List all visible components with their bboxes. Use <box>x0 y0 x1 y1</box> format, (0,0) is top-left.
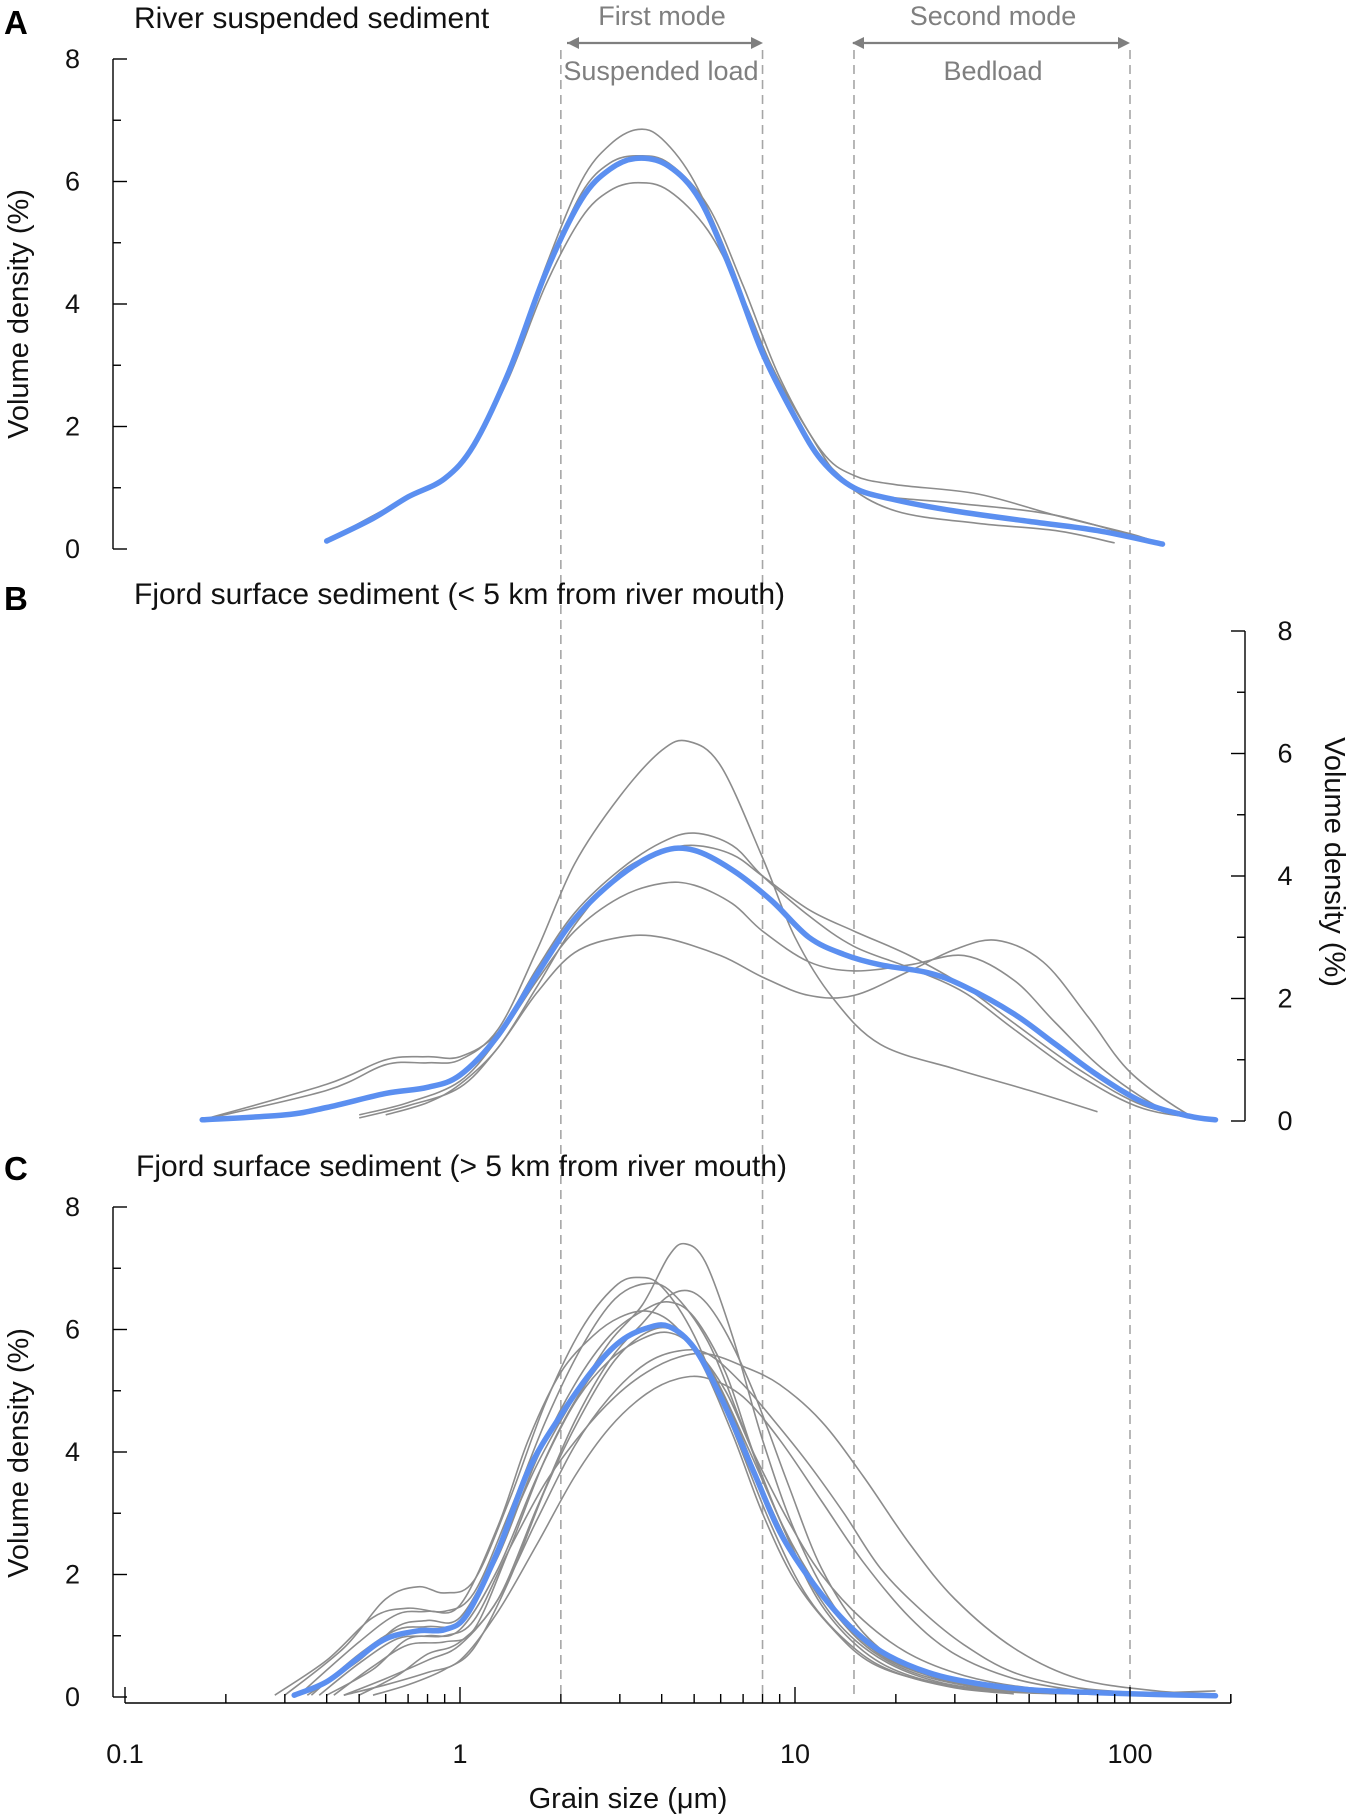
panel-c-y-axis: 0 2 4 6 8 <box>65 1192 127 1712</box>
first-mode-arrow <box>567 37 763 49</box>
x-tick-label: 100 <box>1107 1739 1152 1769</box>
y-tick-label: 2 <box>65 412 80 442</box>
x-axis-label: Grain size (μm) <box>529 1783 728 1814</box>
panel-c-sample-curves <box>274 1242 1216 1697</box>
panel-c-y-axis-label: Volume density (%) <box>3 1328 35 1578</box>
y-tick-label: 6 <box>65 167 80 197</box>
sample-curve <box>326 128 1157 544</box>
sample-curve <box>326 1352 1216 1696</box>
panel-b-y-axis-label: Volume density (%) <box>1318 737 1350 987</box>
panel-b-letter: B <box>4 580 28 617</box>
y-tick-label: 8 <box>65 44 80 74</box>
y-tick-label: 0 <box>65 534 80 564</box>
y-tick-label: 0 <box>1277 1106 1292 1136</box>
y-tick-label: 2 <box>65 1560 80 1590</box>
panel-a-letter: A <box>4 4 28 41</box>
sample-curve <box>202 739 1098 1121</box>
mode-annotations: First mode Suspended load Second mode Be… <box>563 1 1130 86</box>
panel-c-title: Fjord surface sediment (> 5 km from rive… <box>136 1150 787 1183</box>
mode-guide-lines <box>560 50 1131 1697</box>
y-tick-label: 2 <box>1277 984 1292 1014</box>
sample-curve <box>298 1310 1098 1696</box>
sample-curve <box>326 154 1163 545</box>
y-tick-label: 8 <box>1277 616 1292 646</box>
sample-curve <box>284 1276 1014 1696</box>
first-mode-label: First mode <box>598 1 726 31</box>
sample-curve <box>372 1326 1216 1696</box>
panel-a-y-axis-label: Volume density (%) <box>3 189 35 439</box>
suspended-load-label: Suspended load <box>563 56 758 86</box>
panel-a-y-axis: 0 2 4 6 8 <box>65 44 127 564</box>
y-tick-label: 6 <box>1277 739 1292 769</box>
sample-curve <box>343 1348 1157 1696</box>
y-tick-label: 0 <box>65 1682 80 1712</box>
x-tick-label: 10 <box>780 1739 810 1769</box>
panel-b: B Fjord surface sediment (< 5 km from ri… <box>4 578 1350 1136</box>
sample-curve <box>358 1289 1056 1696</box>
second-mode-label: Second mode <box>910 1 1077 31</box>
sample-curve <box>201 832 1216 1121</box>
panel-b-y-axis: 0 2 4 6 8 <box>1231 616 1293 1136</box>
panel-b-title: Fjord surface sediment (< 5 km from rive… <box>134 578 785 611</box>
y-tick-label: 8 <box>65 1192 80 1222</box>
sample-curve <box>385 844 1216 1121</box>
bedload-label: Bedload <box>943 56 1042 86</box>
y-tick-label: 4 <box>1277 861 1292 891</box>
panel-c-letter: C <box>4 1150 28 1187</box>
panel-b-sample-curves <box>201 739 1216 1121</box>
x-axis: 0.1 1 10 100 <box>106 1687 1232 1769</box>
panel-a-title: River suspended sediment <box>134 2 490 35</box>
panel-a-sample-curves <box>326 128 1163 545</box>
panel-c-mean-curve <box>291 1322 1219 1699</box>
sample-curve <box>318 1331 1115 1696</box>
sample-curve <box>359 934 1216 1121</box>
second-mode-arrow <box>852 37 1130 49</box>
sample-curve <box>343 1375 1079 1696</box>
sample-curve <box>333 1324 1014 1696</box>
y-tick-label: 6 <box>65 1315 80 1345</box>
sample-curve <box>310 1300 1056 1696</box>
panel-b-mean-curve <box>199 845 1219 1123</box>
sample-curve <box>326 181 1115 544</box>
y-tick-label: 4 <box>65 1437 80 1467</box>
x-tick-label: 0.1 <box>106 1739 144 1769</box>
x-tick-label: 1 <box>452 1739 467 1769</box>
panel-c: C Fjord surface sediment (> 5 km from ri… <box>3 1150 1219 1712</box>
y-tick-label: 4 <box>65 289 80 319</box>
panel-a-mean-curve <box>323 155 1166 547</box>
panel-a: A River suspended sediment Volume densit… <box>3 2 1166 564</box>
